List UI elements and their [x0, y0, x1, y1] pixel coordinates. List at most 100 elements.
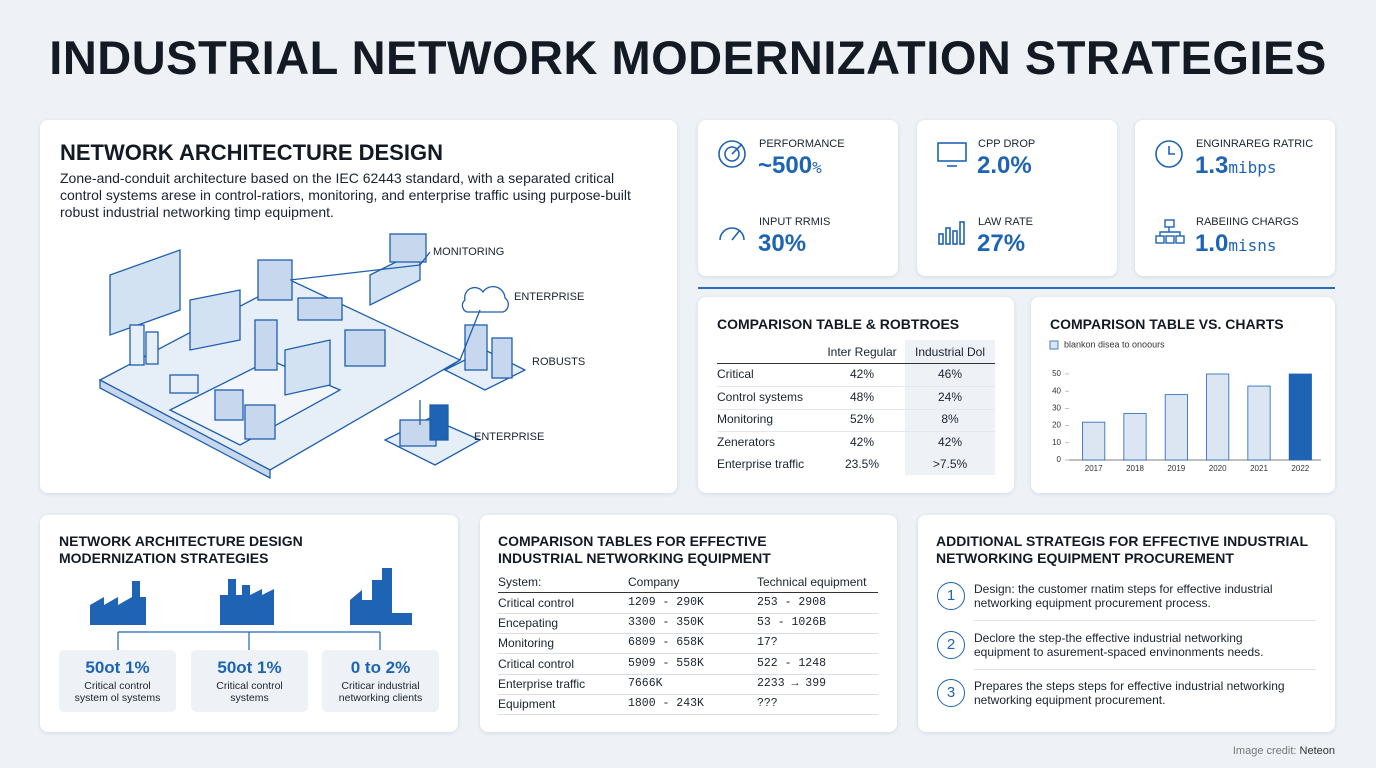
stat-value: 0 to 2% [350, 658, 411, 677]
row-rule [498, 693, 878, 695]
illustration-label: MONITORING [433, 246, 505, 258]
stat-label: networking clients [338, 692, 423, 704]
stat-label: system ol systems [74, 692, 161, 704]
row-rule [717, 431, 995, 432]
metric-number: 1.0 [1195, 230, 1229, 257]
metric-label: PERFORMANCE [759, 138, 845, 150]
y-tick-label: 10 [1052, 438, 1061, 447]
stat-value: 50ot 1% [85, 658, 150, 677]
step-text: networking equipment procurement. [974, 693, 1166, 707]
row-label: Equipment [498, 697, 556, 711]
architecture-illustration [98, 233, 527, 480]
chart-card: COMPARISON TABLE VS. CHARTS blankon dise… [1031, 297, 1335, 493]
table-cell: 42% [849, 367, 875, 381]
table-cell: ??? [757, 697, 778, 710]
x-tick-label: 2020 [1209, 464, 1227, 473]
row-rule [717, 386, 995, 387]
metric-value: 2.0% [977, 152, 1032, 180]
step-text: networking equipment procurement process… [974, 596, 1211, 610]
table-cell: 7666K [628, 676, 663, 690]
bar [1206, 373, 1230, 461]
row-label: Enterprise traffic [498, 676, 586, 691]
comparison-table-card: COMPARISON TABLE & ROBTROES Inter Regula… [698, 297, 1014, 493]
card-title: COMPARISON TABLE & ROBTROES [717, 316, 960, 332]
row-label: Monitoring [717, 412, 774, 426]
step-text: equipment to asurement-spaced envinonmen… [974, 644, 1264, 659]
metric-unit: mibps [1228, 158, 1277, 177]
bar [1247, 385, 1271, 461]
metric-icon [1155, 219, 1185, 244]
step-number: 3 [937, 679, 965, 707]
credit-label: Image credit: [1232, 745, 1297, 757]
y-tick-label: 20 [1052, 421, 1061, 430]
title-line: NETWORK ARCHITECTURE DESIGN [59, 533, 303, 549]
metric-number: 2.0% [977, 152, 1032, 179]
metric-number: 27% [977, 230, 1026, 257]
table-cell: 3300 - 350K [628, 616, 704, 630]
row-label: Monitoring [498, 636, 555, 651]
bar [1164, 394, 1188, 461]
chart-title: COMPARISON TABLE VS. CHARTS [1050, 316, 1284, 332]
stat-box: 50ot 1% Critical control systems [191, 650, 308, 712]
stat-box: 0 to 2% Criticar industrial networking cli… [322, 650, 439, 712]
table-cell: 6809 - 658K [628, 636, 704, 650]
row-rule [498, 613, 878, 614]
table-cell: 522 - 1248 [757, 656, 827, 670]
header-rule [717, 363, 995, 364]
row-label: Zenerators [717, 434, 776, 449]
architecture-description: Zone-and-conduit architecture based on t… [60, 170, 631, 220]
table-cell: >7.5% [932, 457, 968, 471]
y-tick-label: 0 [1057, 455, 1062, 464]
metric-value: 27% [977, 230, 1025, 258]
y-tick-label: 50 [1052, 369, 1061, 378]
table-cell: 42% [849, 434, 875, 449]
table-cell: 17? [757, 636, 778, 650]
metric-value: 1.0misns [1195, 230, 1277, 258]
column-header: System: [498, 575, 542, 589]
page-title: INDUSTRIAL NETWORK MODERNIZATION STRATEG… [49, 31, 1327, 84]
metric-card: PERFORMANCE ~500% INPUT RRMIS 30% [698, 120, 898, 276]
stat-box: 50ot 1% Critical control system ol systems [59, 650, 176, 712]
table-cell: 53 - 1026B [757, 616, 827, 630]
metric-unit: misns [1228, 236, 1277, 255]
modernization-card: NETWORK ARCHITECTURE DESIGN MODERNIZATION… [40, 515, 458, 732]
row-rule [498, 714, 878, 715]
legend-label: blankon disea to onoours [1064, 339, 1165, 349]
metric-unit: % [812, 158, 822, 177]
row-rule [498, 633, 878, 635]
table-cell: 42% [937, 434, 963, 449]
divider [698, 287, 1335, 289]
row-rule [717, 408, 995, 410]
title-line: ADDITIONAL STRATEGIS FOR EFFECTIVE INDUS… [936, 533, 1309, 549]
metric-card: ENGINRAREG RATRIC 1.3mibps RABEIING CHARGS… [1135, 120, 1335, 276]
metric-label: RABEIING CHARGS [1196, 216, 1299, 228]
bar [1288, 373, 1312, 461]
column-highlight [905, 340, 995, 475]
metric-value: 30% [758, 230, 806, 258]
metric-number: 30% [758, 230, 807, 257]
y-tick-label: 40 [1052, 386, 1061, 395]
table-cell: 24% [937, 389, 963, 404]
step-text: Prepares the steps steps for effective i… [974, 679, 1285, 693]
architecture-title: NETWORK ARCHITECTURE DESIGN [60, 140, 443, 165]
equipment-table-card: COMPARISON TABLES FOR EFFECTIVE INDUSTRIA… [480, 515, 897, 732]
metric-number: 1.3 [1195, 152, 1229, 179]
column-header: Industrial Dol [914, 345, 986, 359]
architecture-card: NETWORK ARCHITECTURE DESIGN Zone-and-con… [40, 120, 677, 493]
card-title: ADDITIONAL STRATEGIS FOR EFFECTIVE INDUS… [936, 533, 1308, 567]
table-cell: 1800 - 243K [628, 697, 704, 710]
metric-icon [937, 142, 967, 167]
metric-label: LAW RATE [978, 216, 1034, 228]
illustration-label: ROBUSTS [532, 356, 586, 368]
table-cell: 2233 → 399 [757, 676, 827, 690]
table-cell: 8% [941, 412, 959, 426]
x-tick-label: 2018 [1126, 464, 1144, 473]
metric-label: ENGINRAREG RATRIC [1196, 138, 1314, 150]
metric-number: ~500 [758, 152, 813, 179]
metric-value: 1.3mibps [1195, 152, 1277, 180]
table-cell: 1209 - 290K [628, 596, 704, 609]
x-tick-label: 2021 [1250, 464, 1268, 473]
metric-label: INPUT RRMIS [759, 216, 831, 228]
x-tick-label: 2022 [1291, 464, 1309, 473]
